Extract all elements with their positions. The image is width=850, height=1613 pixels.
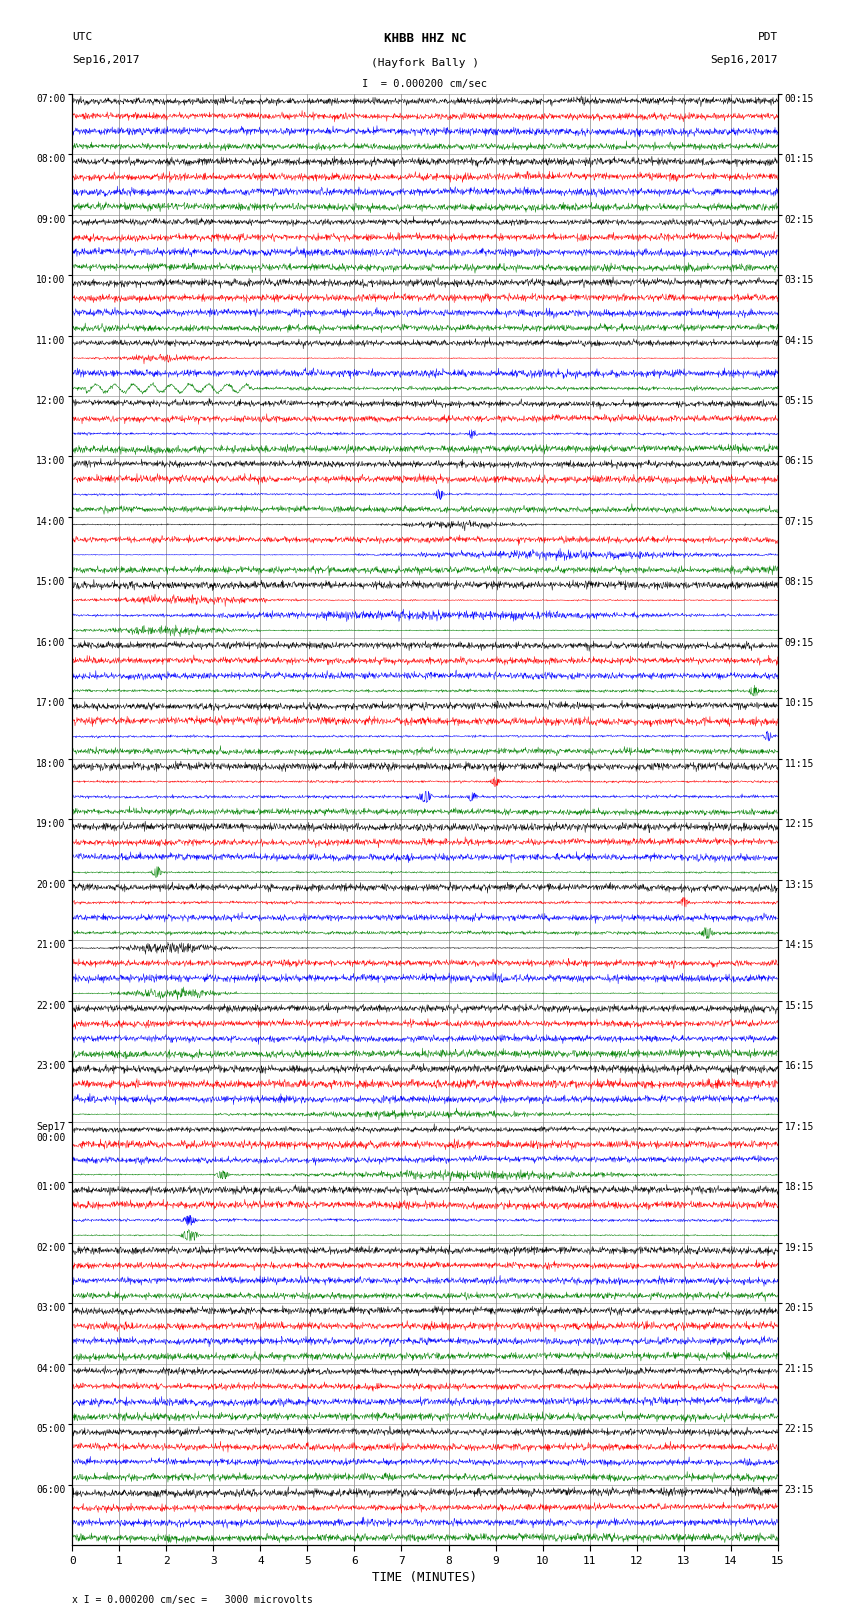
Text: KHBB HHZ NC: KHBB HHZ NC [383,32,467,45]
Text: x I = 0.000200 cm/sec =   3000 microvolts: x I = 0.000200 cm/sec = 3000 microvolts [72,1595,313,1605]
Text: PDT: PDT [757,32,778,42]
Text: UTC: UTC [72,32,93,42]
Text: (Hayfork Bally ): (Hayfork Bally ) [371,58,479,68]
Text: I  = 0.000200 cm/sec: I = 0.000200 cm/sec [362,79,488,89]
Text: Sep16,2017: Sep16,2017 [72,55,139,65]
X-axis label: TIME (MINUTES): TIME (MINUTES) [372,1571,478,1584]
Text: Sep16,2017: Sep16,2017 [711,55,778,65]
